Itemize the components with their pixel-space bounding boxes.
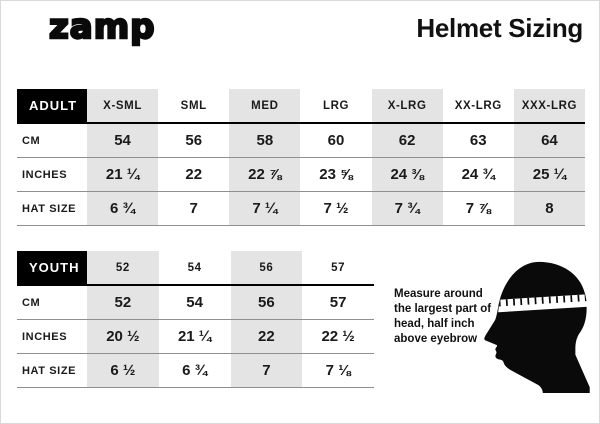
size-cell: 7 ¾ — [371, 192, 443, 226]
size-cell: 7 ⅛ — [302, 354, 374, 388]
size-cell: 7 ½ — [300, 192, 372, 226]
page-title: Helmet Sizing — [416, 13, 583, 43]
size-cell: 22 ⅞ — [229, 158, 301, 192]
size-cell: 22 ½ — [302, 320, 374, 354]
row-label: HAT SIZE — [17, 192, 87, 226]
size-cell: 21 ¼ — [87, 158, 159, 192]
zamp-logo: zamp — [47, 5, 177, 54]
size-cell: 54 — [87, 124, 159, 158]
size-cell: 22 — [230, 320, 303, 354]
column-header: X-SML — [87, 89, 159, 124]
size-cell: 7 ¼ — [229, 192, 301, 226]
size-cell: 52 — [87, 286, 159, 320]
size-cell: 24 ¾ — [442, 158, 514, 192]
size-cell: 22 — [158, 158, 230, 192]
column-header: 52 — [87, 251, 159, 286]
size-cell: 6 ½ — [87, 354, 159, 388]
size-cell: 7 — [158, 192, 230, 226]
column-header: 57 — [302, 251, 374, 286]
zamp-logo-icon: zamp — [48, 6, 156, 48]
youth-sizing-table: YOUTH 52 54 56 57 CM 52 54 56 57 INCHES 20 ½ 21 ¼ 22 2… — [17, 251, 374, 388]
column-header: X-LRG — [371, 89, 443, 124]
row-label: INCHES — [17, 158, 87, 192]
size-cell: 21 ¼ — [158, 320, 231, 354]
row-label: CM — [17, 124, 87, 158]
size-cell: 20 ½ — [87, 320, 159, 354]
size-cell: 64 — [513, 124, 585, 158]
adult-sizing-table: ADULT X-SML SML MED LRG X-LRG XX-LRG XXX-LRG CM 5… — [17, 89, 585, 226]
column-header: 56 — [230, 251, 303, 286]
zamp-logo-text: zamp — [49, 7, 156, 47]
size-cell: 25 ¼ — [513, 158, 585, 192]
row-label: CM — [17, 286, 87, 320]
size-cell: 7 — [230, 354, 303, 388]
size-cell: 63 — [442, 124, 514, 158]
table-header-label: YOUTH — [17, 251, 87, 286]
size-cell: 54 — [158, 286, 231, 320]
head-measurement-figure — [479, 259, 599, 393]
column-header: XXX-LRG — [513, 89, 585, 124]
table-header-label: ADULT — [17, 89, 87, 124]
size-cell: 24 ⅜ — [371, 158, 443, 192]
head-measurement-icon — [481, 261, 596, 393]
size-cell: 6 ¾ — [87, 192, 159, 226]
size-cell: 57 — [302, 286, 374, 320]
column-header: XX-LRG — [442, 89, 514, 124]
size-cell: 60 — [300, 124, 372, 158]
measurement-note: Measure around the largest part of head,… — [394, 288, 492, 345]
size-cell: 58 — [229, 124, 301, 158]
column-header: 54 — [158, 251, 231, 286]
size-cell: 62 — [371, 124, 443, 158]
row-label: INCHES — [17, 320, 87, 354]
size-cell: 23 ⅝ — [300, 158, 372, 192]
column-header: LRG — [300, 89, 372, 124]
row-label: HAT SIZE — [17, 354, 87, 388]
size-cell: 56 — [230, 286, 303, 320]
size-cell: 6 ¾ — [158, 354, 231, 388]
size-cell: 56 — [158, 124, 230, 158]
column-header: SML — [158, 89, 230, 124]
column-header: MED — [229, 89, 301, 124]
size-cell: 8 — [513, 192, 585, 226]
size-cell: 7 ⅞ — [442, 192, 514, 226]
